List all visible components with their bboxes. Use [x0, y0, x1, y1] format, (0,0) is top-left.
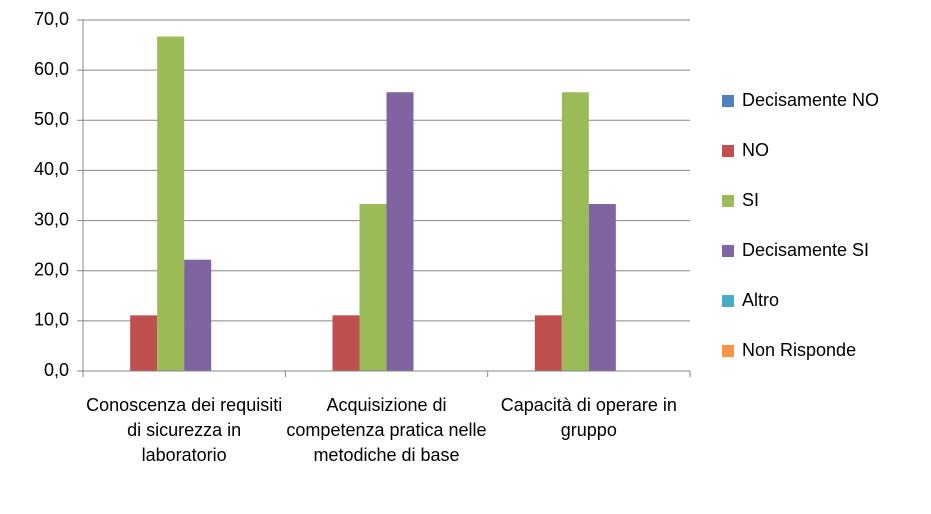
- legend-label: NO: [742, 140, 769, 160]
- legend-swatch: [722, 95, 734, 107]
- legend-label: Decisamente SI: [742, 240, 869, 260]
- legend-label: Decisamente NO: [742, 90, 879, 110]
- legend-swatch: [722, 145, 734, 157]
- legend-swatch: [722, 195, 734, 207]
- x-tick-label-box: Acquisizione di competenza pratica nelle…: [286, 395, 487, 465]
- x-tick-label: Acquisizione di competenza pratica nelle…: [286, 395, 487, 465]
- y-tick-label: 60,0: [34, 59, 69, 79]
- x-tick-label: Conoscenza dei requisiti di sicurezza in…: [86, 395, 283, 465]
- legend-label: Non Risponde: [742, 340, 856, 360]
- bar: [184, 259, 212, 371]
- bar: [534, 315, 562, 371]
- legend-swatch: [722, 345, 734, 357]
- bar: [588, 204, 616, 371]
- x-tick-label: Capacità di operare in gruppo: [500, 395, 677, 440]
- y-tick-label: 40,0: [34, 159, 69, 179]
- legend-label: SI: [742, 190, 759, 210]
- bar: [359, 204, 387, 371]
- y-tick-label: 20,0: [34, 259, 69, 279]
- bar: [332, 315, 360, 371]
- legend-label: Altro: [742, 290, 779, 310]
- y-tick-label: 0,0: [44, 360, 69, 380]
- legend-swatch: [722, 245, 734, 257]
- bar: [157, 36, 185, 371]
- bar: [386, 92, 414, 371]
- y-tick-label: 10,0: [34, 310, 69, 330]
- x-tick-label-box: Conoscenza dei requisiti di sicurezza in…: [86, 395, 283, 465]
- legend-swatch: [722, 295, 734, 307]
- bar: [130, 315, 158, 371]
- x-tick-label-box: Capacità di operare in gruppo: [500, 395, 677, 440]
- bar: [561, 92, 589, 371]
- y-tick-label: 50,0: [34, 109, 69, 129]
- y-tick-label: 30,0: [34, 209, 69, 229]
- y-tick-label: 70,0: [34, 9, 69, 29]
